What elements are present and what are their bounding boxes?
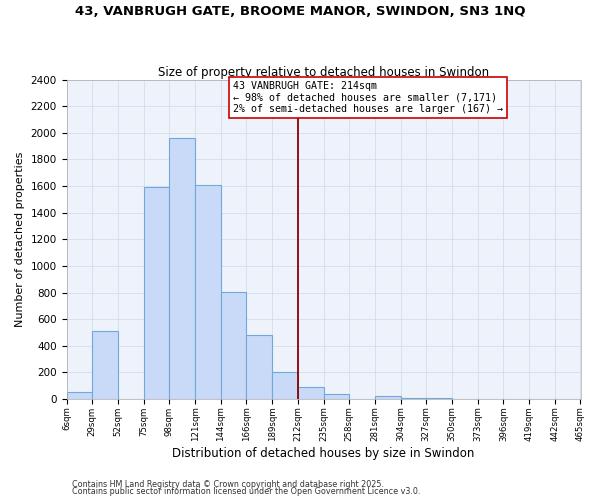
Bar xyxy=(298,387,323,399)
Bar xyxy=(143,188,169,399)
Bar xyxy=(247,335,272,399)
Y-axis label: Number of detached properties: Number of detached properties xyxy=(15,152,25,327)
Text: Contains HM Land Registry data © Crown copyright and database right 2025.: Contains HM Land Registry data © Crown c… xyxy=(72,480,384,489)
Bar xyxy=(272,372,298,399)
Bar xyxy=(427,398,452,399)
Bar xyxy=(221,292,247,399)
Title: Size of property relative to detached houses in Swindon: Size of property relative to detached ho… xyxy=(158,66,489,78)
Bar xyxy=(401,398,427,399)
Bar xyxy=(375,396,401,399)
Text: Contains public sector information licensed under the Open Government Licence v3: Contains public sector information licen… xyxy=(72,487,421,496)
Text: 43 VANBRUGH GATE: 214sqm
← 98% of detached houses are smaller (7,171)
2% of semi: 43 VANBRUGH GATE: 214sqm ← 98% of detach… xyxy=(233,81,503,114)
Bar xyxy=(67,392,92,399)
Text: 43, VANBRUGH GATE, BROOME MANOR, SWINDON, SN3 1NQ: 43, VANBRUGH GATE, BROOME MANOR, SWINDON… xyxy=(75,5,525,18)
Bar xyxy=(195,185,221,399)
Bar xyxy=(323,394,349,399)
Bar xyxy=(169,138,195,399)
X-axis label: Distribution of detached houses by size in Swindon: Distribution of detached houses by size … xyxy=(172,447,475,460)
Bar xyxy=(92,331,118,399)
